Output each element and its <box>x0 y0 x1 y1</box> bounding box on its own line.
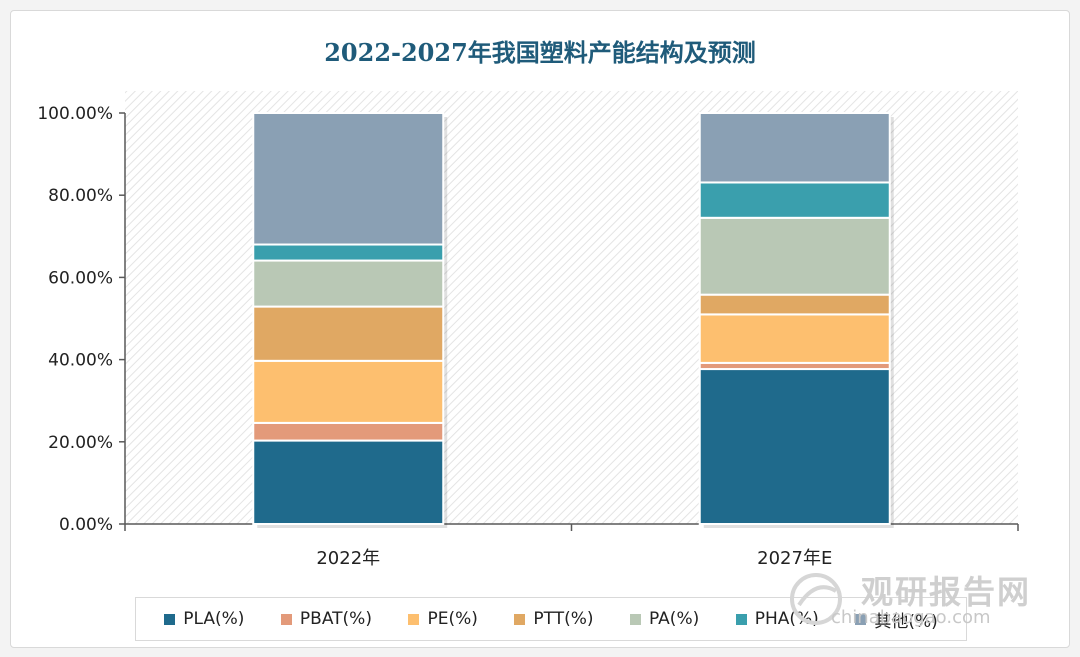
legend: PLA(%) PBAT(%) PE(%) PTT(%) PA(%) PHA(%) 其他(%) <box>135 597 967 641</box>
plot-area: 0.00% 20.00% 40.00% 60.00% 80.00% 100.00% 2022… <box>37 91 1019 569</box>
bar-segment <box>698 368 891 526</box>
x-tick-label: 2027年E <box>757 548 832 569</box>
bar-segment <box>698 293 891 316</box>
legend-item: PE(%) <box>408 609 478 629</box>
bar-segment <box>698 181 891 219</box>
bar-segment <box>252 259 445 308</box>
bar-segment <box>252 112 445 246</box>
legend-item: PHA(%) <box>735 609 819 629</box>
legend-item: PBAT(%) <box>280 609 372 629</box>
legend-swatch <box>164 613 176 625</box>
legend-swatch <box>855 613 867 625</box>
legend-item: PLA(%) <box>164 609 244 629</box>
legend-label: PA(%) <box>649 609 700 629</box>
bar-segment <box>252 439 445 525</box>
legend-item: PTT(%) <box>514 609 594 629</box>
legend-label: PHA(%) <box>754 609 819 629</box>
bar-segment <box>252 243 445 262</box>
legend-label: PTT(%) <box>533 609 594 629</box>
legend-label: 其他(%) <box>874 611 938 632</box>
legend-swatch <box>735 613 747 625</box>
legend-swatch <box>408 613 420 625</box>
legend-label: PE(%) <box>427 609 478 629</box>
bar-segment <box>698 112 891 184</box>
y-tick-label: 20.00% <box>48 433 113 453</box>
y-tick-label: 100.00% <box>37 104 113 124</box>
bar-segment <box>252 305 445 362</box>
x-tick-label: 2022年 <box>316 548 380 569</box>
y-tick-label: 0.00% <box>59 515 113 535</box>
bar-segment <box>698 313 891 364</box>
legend-label: PLA(%) <box>183 609 245 629</box>
chart-frame: 2022-2027年我国塑料产能结构及预测 0.00% 20.00% 40.00% 6… <box>10 10 1070 648</box>
chart-title: 2022-2027年我国塑料产能结构及预测 <box>324 38 756 67</box>
legend-item: 其他(%) <box>855 607 938 632</box>
y-tick-label: 60.00% <box>48 268 113 288</box>
y-tick-label: 40.00% <box>48 351 113 371</box>
y-tick-label: 80.00% <box>48 186 113 206</box>
legend-label: PBAT(%) <box>299 609 372 629</box>
bar-segment <box>252 359 445 424</box>
legend-swatch <box>280 613 292 625</box>
bar-segment <box>252 421 445 442</box>
legend-swatch <box>514 613 526 625</box>
legend-item: PA(%) <box>630 609 699 629</box>
legend-swatch <box>630 613 642 625</box>
bar-segment <box>698 216 891 296</box>
